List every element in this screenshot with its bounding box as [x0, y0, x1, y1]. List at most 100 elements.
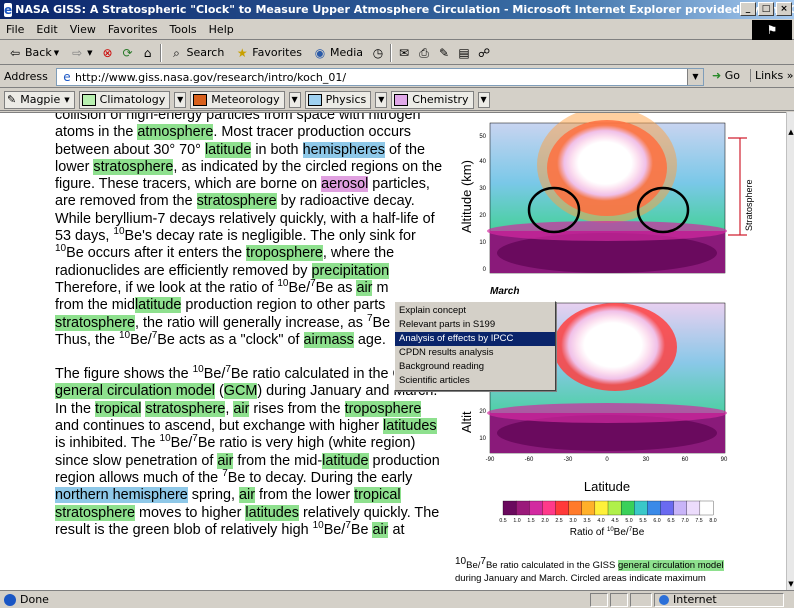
term-atmosphere[interactable]: atmosphere [137, 124, 214, 141]
menu-item-analysis-ipcc[interactable]: Analysis of effects by IPCC [395, 332, 555, 346]
menu-favorites[interactable]: Favorites [107, 23, 158, 36]
text: Be's decay rate is negligible. The only … [124, 228, 416, 245]
term-air[interactable]: air [217, 452, 234, 469]
menu-edit[interactable]: Edit [36, 23, 58, 36]
plot-top-low-dark [497, 233, 717, 273]
y-tick: 20 [479, 409, 486, 415]
term-precipitation[interactable]: precipitation [311, 262, 390, 279]
term-stratosphere[interactable]: stratosphere [145, 400, 226, 417]
edit-icon[interactable]: ✎ [439, 45, 450, 60]
go-button[interactable]: ➜ Go [712, 69, 740, 82]
discuss-icon[interactable]: ▤ [458, 45, 470, 60]
refresh-icon[interactable]: ⟳ [122, 45, 133, 60]
vertical-scrollbar[interactable]: ▲ ▼ [786, 112, 794, 590]
term-air[interactable]: air [356, 279, 373, 296]
term-latitudes[interactable]: latitudes [383, 418, 437, 435]
category-meteorology-button[interactable]: Meteorology [190, 90, 285, 109]
term-latitudes[interactable]: latitudes [245, 504, 299, 521]
chemistry-dropdown[interactable]: ▼ [477, 91, 490, 108]
text: result is the green blob of relatively h… [55, 521, 313, 538]
term-general-circulation-model[interactable]: general circulation model [55, 383, 215, 400]
back-button[interactable]: ⇦ Back ▼ [4, 43, 62, 63]
page-content: collision of high-energy particles from … [0, 112, 790, 590]
messenger-icon[interactable]: ☍ [477, 45, 491, 60]
address-input[interactable]: e http://www.giss.nasa.gov/research/intr… [56, 68, 704, 86]
history-icon[interactable]: ◷ [372, 45, 384, 60]
term-northern-hemisphere[interactable]: northern hemisphere [55, 487, 188, 504]
forward-button[interactable]: ⇨ ▼ [66, 43, 95, 63]
climatology-dropdown[interactable]: ▼ [174, 91, 187, 108]
menu-item-scientific-articles[interactable]: Scientific articles [399, 375, 470, 386]
home-icon[interactable]: ⌂ [143, 45, 152, 60]
close-button[interactable]: × [776, 2, 792, 16]
chevron-down-icon[interactable]: ▼ [87, 48, 93, 57]
menu-tools[interactable]: Tools [169, 23, 197, 36]
y-tick: 10 [479, 436, 486, 442]
mail-icon[interactable]: ✉ [399, 45, 410, 60]
term-stratosphere[interactable]: stratosphere [55, 504, 135, 521]
chevron-down-icon[interactable]: ▼ [53, 48, 60, 57]
term-stratosphere[interactable]: stratosphere [196, 193, 277, 210]
term-tropical[interactable]: tropical [95, 400, 142, 417]
term-general-circulation-model[interactable]: general circulation model [617, 560, 724, 571]
links-button[interactable]: Links » [750, 69, 794, 82]
term-stratosphere[interactable]: stratosphere [55, 314, 135, 331]
y-axis-top: 50 40 30 20 10 0 [479, 134, 486, 273]
term-stratosphere[interactable]: stratosphere [93, 158, 174, 175]
menu-item-cpdn-results[interactable]: CPDN results analysis [399, 347, 494, 358]
favorites-button[interactable]: ★ Favorites [231, 43, 305, 63]
menu-item-explain-concept[interactable]: Explain concept [399, 305, 467, 316]
toolbar-separator [390, 43, 393, 62]
x-tick: -30 [564, 457, 573, 463]
term-airmass[interactable]: airmass [303, 331, 354, 348]
term-latitude[interactable]: latitude [134, 297, 182, 314]
status-cell [590, 593, 608, 607]
term-troposphere[interactable]: troposphere [246, 245, 323, 262]
minimize-button[interactable]: _ [740, 2, 756, 16]
plot-top-white-blob [557, 125, 653, 201]
favorites-icon: ★ [236, 45, 248, 60]
term-gcm[interactable]: GCM [223, 383, 258, 400]
menu-item-relevant-parts[interactable]: Relevant parts in S199 [399, 319, 496, 330]
text: Thus, the [55, 331, 119, 348]
menu-view[interactable]: View [69, 23, 96, 36]
physics-dropdown[interactable]: ▼ [375, 91, 388, 108]
media-button[interactable]: ◉ Media [309, 43, 366, 63]
term-air[interactable]: air [233, 400, 250, 417]
superscript: 7 [310, 278, 316, 290]
text: age. [353, 331, 386, 348]
scroll-up-icon[interactable]: ▲ [788, 128, 794, 136]
category-physics-button[interactable]: Physics [304, 90, 372, 109]
term-troposphere[interactable]: troposphere [344, 400, 422, 417]
superscript: 10 [607, 527, 614, 533]
text: , as indicated by the circled regions on… [173, 158, 443, 175]
text: moves to higher [135, 504, 246, 521]
y-tick: 30 [479, 186, 486, 192]
term-aerosol[interactable]: aerosol [321, 176, 369, 193]
category-chemistry-button[interactable]: Chemistry [391, 90, 474, 109]
text: production [368, 452, 440, 469]
category-climatology-button[interactable]: Climatology [78, 90, 171, 109]
text: from the mid- [233, 452, 323, 469]
menu-file[interactable]: File [6, 23, 25, 36]
term-latitude[interactable]: latitude [204, 141, 252, 158]
text: m [372, 279, 389, 296]
chevron-down-icon[interactable]: ▼ [687, 69, 703, 85]
term-air[interactable]: air [239, 487, 255, 504]
menu-help[interactable]: Help [208, 23, 234, 36]
search-button[interactable]: ⌕ Search [166, 43, 228, 63]
maximize-button[interactable]: □ [758, 2, 774, 16]
term-latitude[interactable]: latitude [322, 452, 369, 469]
meteorology-dropdown[interactable]: ▼ [288, 91, 301, 108]
superscript: 10 [455, 555, 467, 567]
menu-item-background-reading[interactable]: Background reading [399, 361, 485, 372]
y-tick: 50 [479, 134, 486, 140]
print-icon[interactable]: ⎙ [419, 45, 429, 60]
scroll-down-icon[interactable]: ▼ [788, 580, 794, 588]
magpie-toolbar: ✎ Magpie ▼ Climatology ▼ Meteorology ▼ P… [0, 89, 794, 111]
term-air[interactable]: air [372, 521, 389, 538]
magpie-menu-button[interactable]: ✎ Magpie ▼ [4, 90, 75, 109]
term-hemispheres[interactable]: hemispheres [302, 141, 385, 158]
term-tropical[interactable]: tropical [354, 487, 401, 504]
stop-icon[interactable]: ⊗ [102, 45, 113, 60]
